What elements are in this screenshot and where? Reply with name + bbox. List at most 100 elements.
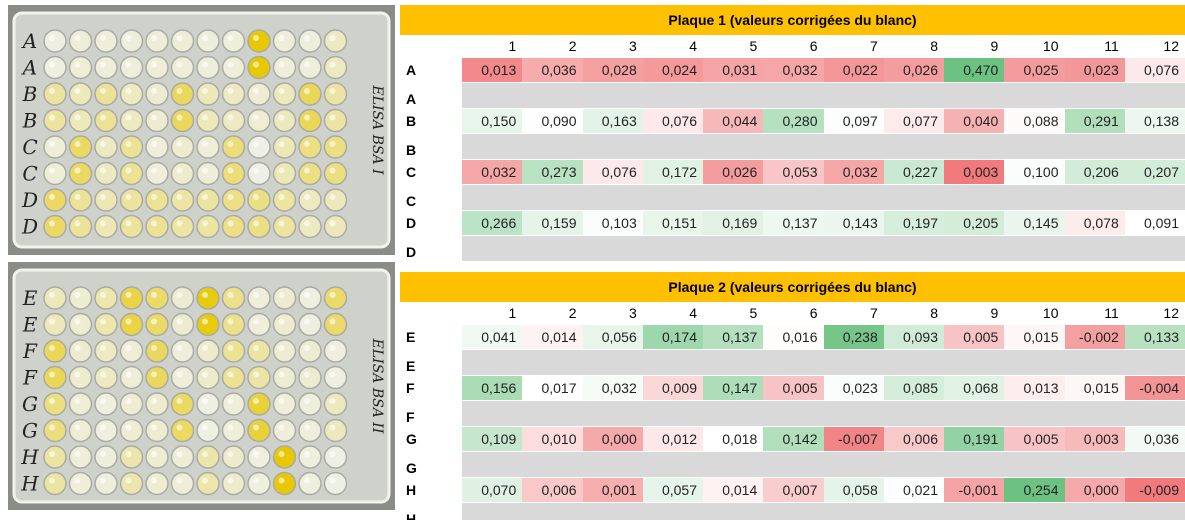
blank-row (462, 236, 1185, 261)
handwritten-row-label: B (22, 109, 38, 133)
well (247, 82, 271, 106)
well-shine (49, 35, 55, 41)
well (221, 392, 246, 416)
row-label: A (406, 62, 417, 78)
well (145, 418, 169, 443)
well-shine (253, 61, 259, 68)
well-shine (278, 88, 285, 94)
well-shine (329, 451, 336, 457)
handwritten-row-label: C (22, 162, 37, 186)
well (298, 418, 322, 443)
value-cell: 0,013 (1004, 376, 1065, 400)
well (68, 135, 93, 159)
well (94, 365, 118, 390)
table-title: Plaque 2 (valeurs corrigées du blanc) (400, 272, 1185, 302)
value-cell: 0,093 (883, 325, 944, 349)
value-cell: 0,015 (1004, 325, 1065, 349)
well-shine (253, 194, 259, 200)
well (298, 471, 322, 496)
well (145, 312, 169, 337)
well-shine (202, 88, 208, 94)
well (323, 55, 348, 80)
well (196, 418, 220, 443)
value-cell: 0,205 (944, 211, 1005, 235)
well-shine (202, 398, 208, 404)
well (43, 188, 67, 212)
well-shine (125, 451, 132, 457)
well-shine (304, 167, 310, 174)
well (170, 286, 195, 310)
well-shine (49, 318, 55, 325)
well-shine (100, 371, 106, 378)
well-shine (278, 194, 285, 200)
well-shine (253, 451, 259, 457)
well-shine (74, 345, 81, 351)
well-shine (278, 451, 285, 457)
well-shine (49, 194, 55, 200)
value-cell: 0,138 (1124, 109, 1185, 133)
well-shine (151, 371, 157, 378)
well-shine (151, 167, 157, 174)
value-cell: 0,147 (703, 376, 764, 400)
well (68, 312, 93, 337)
well (43, 365, 67, 390)
handwritten-row-label: F (22, 366, 38, 390)
well (170, 418, 195, 443)
well-shine (125, 220, 132, 227)
well-shine (253, 477, 259, 484)
well (272, 286, 297, 310)
well-shine (125, 424, 132, 431)
value-cell: 0,044 (703, 109, 764, 133)
well (323, 108, 348, 133)
well-shine (329, 220, 336, 227)
well (145, 29, 169, 53)
well-shine (253, 398, 259, 404)
well-shine (202, 114, 208, 121)
well (272, 339, 297, 363)
value-cell: 0,227 (883, 160, 944, 184)
well-shine (49, 88, 55, 94)
well (170, 365, 195, 390)
table-title: Plaque 1 (valeurs corrigées du blanc) (400, 5, 1185, 35)
well (247, 214, 271, 239)
well (145, 286, 169, 310)
well (119, 214, 144, 239)
value-cell: 0,053 (763, 160, 824, 184)
well (298, 82, 322, 106)
well (94, 188, 118, 212)
well-shine (151, 318, 157, 325)
value-cell: 0,191 (944, 427, 1005, 451)
well-shine (74, 477, 81, 484)
value-cell: -0,002 (1064, 325, 1125, 349)
well (323, 82, 348, 106)
well-shine (49, 424, 55, 431)
well-shine (304, 292, 310, 298)
well (196, 161, 220, 186)
value-cell: 0,137 (763, 211, 824, 235)
well (43, 55, 67, 80)
well-shine (125, 61, 132, 68)
well-shine (278, 398, 285, 404)
well-shine (202, 167, 208, 174)
well-shine (125, 88, 132, 94)
well-shine (278, 167, 285, 174)
row-label: E (406, 358, 416, 374)
value-cell: 0,266 (462, 211, 523, 235)
well (145, 108, 169, 133)
well (94, 55, 118, 80)
well-shine (100, 220, 106, 227)
well (145, 392, 169, 416)
well-shine (176, 141, 183, 147)
well-shine (49, 477, 55, 484)
value-cell: 0,273 (522, 160, 583, 184)
value-cell: 0,078 (1064, 211, 1125, 235)
well (323, 135, 348, 159)
value-cell: 0,012 (642, 427, 703, 451)
well (247, 188, 271, 212)
well-shine (100, 141, 106, 147)
column-header: 8 (930, 305, 938, 321)
blank-row (462, 503, 1185, 520)
column-header: 12 (1163, 38, 1179, 54)
handwritten-row-label: A (21, 56, 37, 80)
well-shine (49, 141, 55, 147)
